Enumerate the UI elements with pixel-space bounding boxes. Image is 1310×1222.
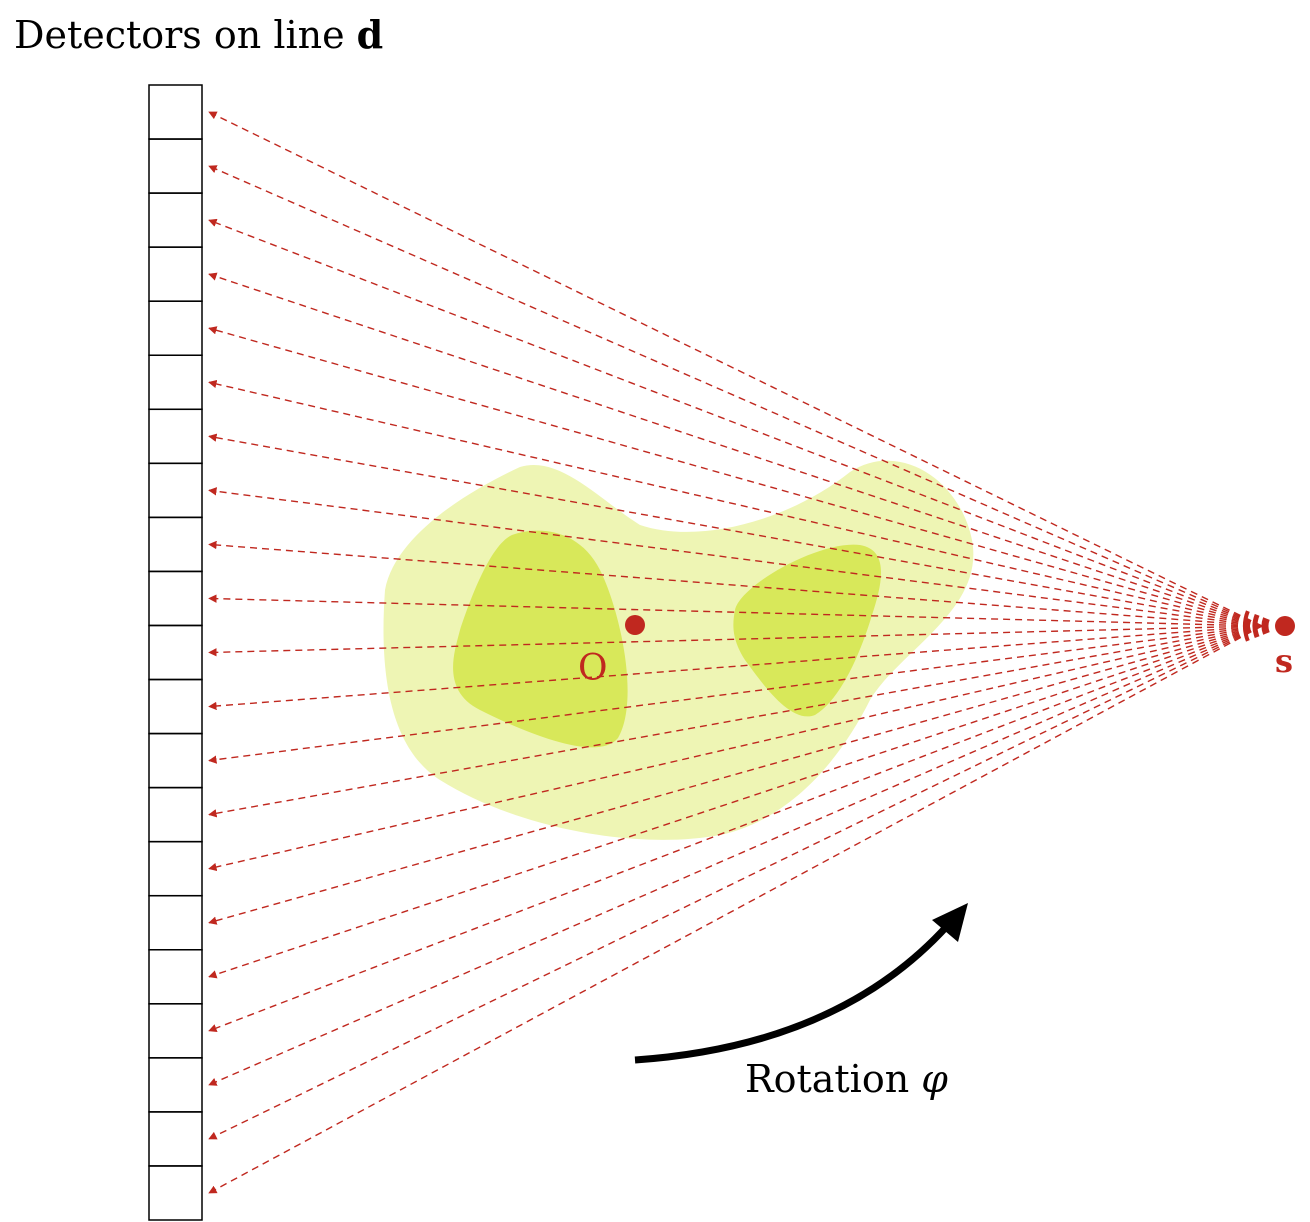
x-ray [208,625,1263,711]
detector-cell [148,300,203,356]
x-ray [208,433,1263,627]
detector-cell [148,1003,203,1059]
diagram-title: Detectors on line d [14,12,383,57]
x-ray [208,625,1263,657]
x-ray [208,625,1263,818]
detector-cell [148,138,203,194]
detector-cell [148,1057,203,1113]
title-prefix: Detectors on line [14,13,357,57]
detector-cell [148,1165,203,1221]
ray-fan [208,111,1263,1194]
detector-cell [148,678,203,735]
detector-cell [148,949,203,1005]
rotation-label-text: Rotation [745,1057,921,1101]
detector-cell [148,462,203,519]
rotation-arrow [634,922,951,1064]
center-label: O [578,648,608,689]
x-ray [208,272,1263,627]
x-ray [208,111,1263,627]
source-point [1275,616,1295,636]
x-ray [208,625,1263,872]
x-ray [208,625,1263,1194]
detector-cell [148,408,203,465]
x-ray [208,540,1263,627]
x-ray [208,218,1263,627]
detector-cell [148,570,203,627]
detector-cell [148,840,203,897]
rotation-label: Rotation φ [745,1057,948,1101]
source-label: s [1275,642,1293,680]
x-ray [208,487,1263,627]
source-emission-arcs [1243,610,1270,642]
detector-cell [148,192,203,248]
rotation-arrow-head [932,903,968,942]
title-bold-d: d [357,12,384,57]
rotation-angle-symbol: φ [921,1057,948,1101]
detector-array [148,84,203,1221]
detector-cell [148,732,203,789]
x-ray [208,379,1263,627]
detector-cell [148,84,203,140]
detector-cell [148,516,203,573]
detector-cell [148,624,203,681]
x-ray [208,625,1263,1140]
x-ray [208,625,1263,764]
emission-arc [1243,610,1250,642]
object-inner-region-left [453,530,628,748]
detector-cell [148,246,203,302]
x-ray [208,625,1263,925]
detector-cell [148,786,203,843]
center-point-o [625,615,645,635]
x-ray [208,625,1263,979]
x-ray [208,625,1263,1033]
emission-arc [1261,617,1270,635]
x-ray [208,326,1263,627]
detector-cell [148,1111,203,1167]
x-ray [208,594,1263,627]
detector-cell [148,894,203,951]
emission-arc [1252,613,1260,639]
detector-cell [148,354,203,411]
